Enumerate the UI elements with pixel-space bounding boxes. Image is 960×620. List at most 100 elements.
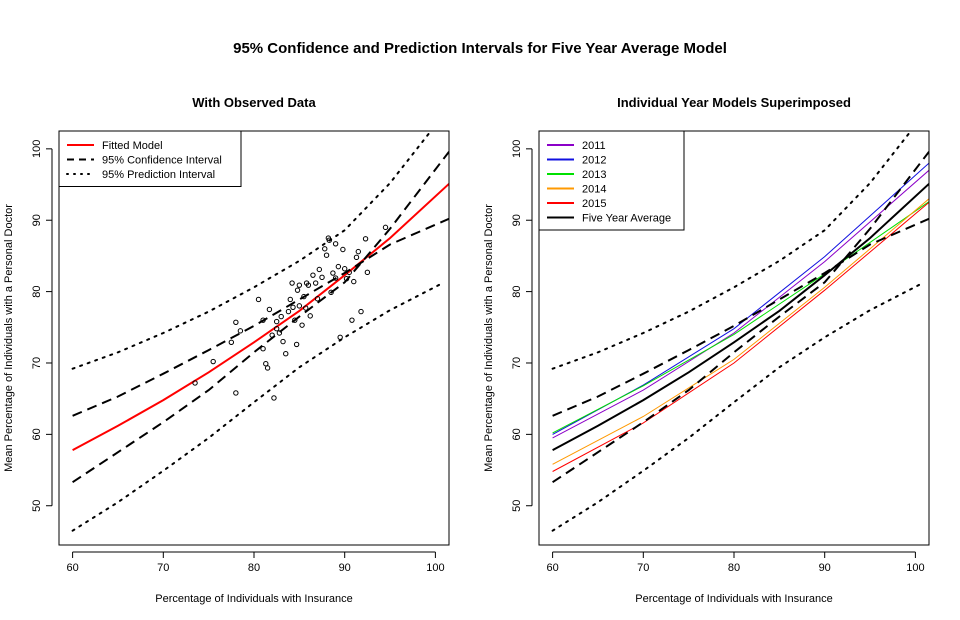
data-point xyxy=(271,395,277,401)
plot-frame xyxy=(538,130,930,546)
data-point xyxy=(293,341,300,348)
y-tick-label: 90 xyxy=(31,214,43,226)
data-point xyxy=(337,334,343,340)
data-point xyxy=(353,254,360,261)
legend-label: Five Year Average xyxy=(582,213,671,225)
legend-label: 95% Confidence Interval xyxy=(102,155,222,167)
data-point xyxy=(319,274,325,281)
y-tick-label: 60 xyxy=(31,428,43,440)
data-point xyxy=(330,270,336,276)
x-tick-label: 90 xyxy=(339,562,351,574)
data-point xyxy=(358,308,364,315)
x-axis-label: Percentage of Individuals with Insurance xyxy=(155,593,353,605)
data-point xyxy=(210,358,216,365)
data-point xyxy=(355,248,362,255)
x-tick-label: 70 xyxy=(637,562,649,574)
y-tick-label: 50 xyxy=(31,500,43,512)
chart-panel-1: With Observed Data 60 70 80 90 100 Percentage … xyxy=(3,95,450,605)
legend-box xyxy=(58,130,242,187)
y-tick-label: 100 xyxy=(31,140,43,158)
x-tick-label: 60 xyxy=(66,562,78,574)
data-point xyxy=(312,280,319,286)
legend-label: Fitted Model xyxy=(102,140,163,152)
data-point xyxy=(341,266,348,272)
data-point xyxy=(307,313,313,319)
data-point xyxy=(364,269,371,276)
series-line-2014 xyxy=(552,198,929,465)
data-point xyxy=(233,390,239,396)
data-point xyxy=(332,241,339,247)
plot-area xyxy=(71,131,449,532)
data-point xyxy=(335,263,342,270)
x-tick-label: 70 xyxy=(157,562,169,574)
data-point xyxy=(228,339,235,345)
y-tick-label: 50 xyxy=(511,500,523,512)
legend: Fitted Model 95% Confidence Interval 95% P… xyxy=(58,130,242,187)
data-point xyxy=(260,317,266,323)
data-point xyxy=(292,317,298,323)
series-line-2015 xyxy=(552,202,929,472)
x-tick-label: 90 xyxy=(819,562,831,574)
series-line-95-confidence-interval-upper xyxy=(552,217,929,417)
data-point xyxy=(305,282,312,288)
data-point xyxy=(351,278,357,285)
data-point xyxy=(322,246,328,252)
data-point xyxy=(290,304,296,311)
legend-box xyxy=(538,130,685,231)
page-title: 95% Confidence and Prediction Intervals … xyxy=(233,40,727,57)
x-tick-label: 100 xyxy=(426,562,444,574)
data-point xyxy=(278,313,284,320)
data-point xyxy=(332,275,339,281)
data-point xyxy=(285,308,292,315)
data-point xyxy=(299,322,305,328)
data-point xyxy=(301,293,307,300)
legend: 2011 2012 2013 2014 2015 Five Year Average xyxy=(538,130,685,231)
data-point xyxy=(276,330,283,336)
chart-panel-2: Individual Year Models Superimposed 60 70 8… xyxy=(483,95,930,605)
data-point xyxy=(346,269,352,276)
data-point xyxy=(264,365,271,371)
series-line-95-prediction-interval-upper xyxy=(551,131,912,370)
data-point xyxy=(263,360,269,367)
y-axis-label: Mean Percentage of Individuals with a Pe… xyxy=(3,204,15,472)
data-point xyxy=(280,338,286,345)
y-tick-label: 80 xyxy=(511,285,523,297)
data-point xyxy=(349,317,355,323)
data-point xyxy=(289,280,295,286)
series-line-2013 xyxy=(552,201,929,434)
y-tick-label: 80 xyxy=(31,285,43,297)
series-line-95-prediction-interval xyxy=(71,131,432,370)
data-point xyxy=(314,296,321,302)
legend-label: 2014 xyxy=(582,184,606,196)
data-point xyxy=(362,236,369,242)
data-point xyxy=(302,305,309,311)
data-point xyxy=(294,287,301,293)
x-tick-label: 80 xyxy=(248,562,260,574)
data-point xyxy=(269,332,275,338)
legend-label: 2013 xyxy=(582,169,606,181)
chart-title: With Observed Data xyxy=(192,95,316,110)
data-point xyxy=(260,346,266,352)
data-point xyxy=(296,303,303,309)
y-tick-label: 90 xyxy=(511,214,523,226)
legend-label: 2011 xyxy=(582,140,606,152)
x-axis-label: Percentage of Individuals with Insurance xyxy=(635,593,833,605)
data-point xyxy=(328,289,334,296)
data-point xyxy=(343,276,350,282)
series-line-95-confidence-interval xyxy=(72,217,449,417)
data-point xyxy=(273,318,280,325)
y-tick-label: 70 xyxy=(31,357,43,369)
series-line-2011 xyxy=(552,169,929,439)
data-point xyxy=(283,351,289,357)
chart-title: Individual Year Models Superimposed xyxy=(617,95,851,110)
data-point xyxy=(382,224,389,231)
data-point xyxy=(340,246,346,253)
data-point xyxy=(296,282,303,288)
series-line-95-confidence-interval-lower- xyxy=(72,151,449,484)
data-point xyxy=(233,319,239,325)
series-line-95-prediction-interval-lower xyxy=(551,283,921,532)
legend-label: 95% Prediction Interval xyxy=(102,169,215,181)
x-tick-label: 80 xyxy=(728,562,740,574)
data-point xyxy=(316,266,323,273)
